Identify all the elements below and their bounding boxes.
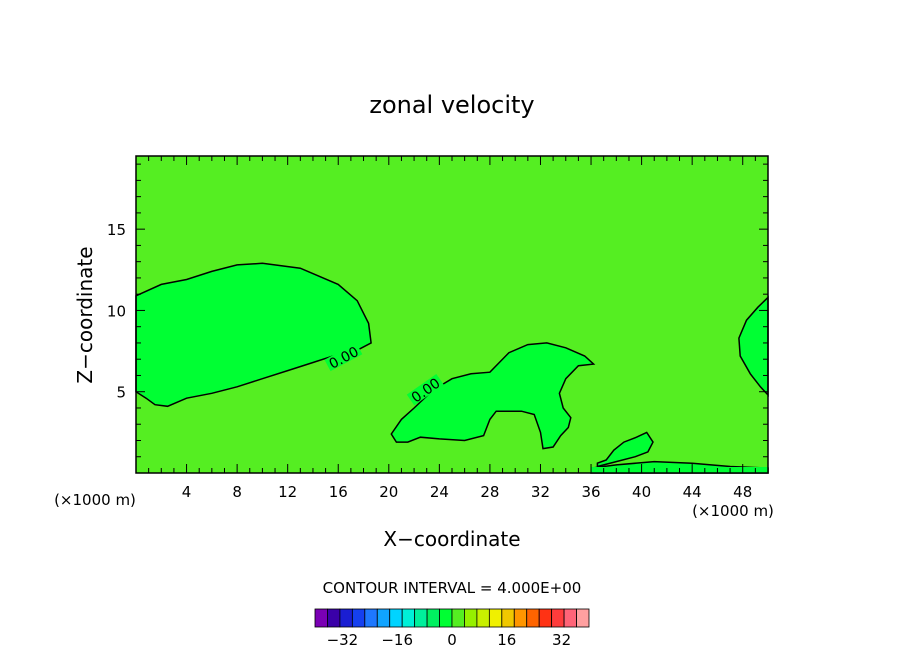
contour-label-bg-0 <box>324 342 363 372</box>
x-tick-label-4: 4 <box>182 483 192 501</box>
colorbar-swatch-12 <box>464 608 478 628</box>
x-tick-label-48: 48 <box>733 483 752 501</box>
colorbar-swatch-6 <box>389 608 403 628</box>
x-tick-label-40: 40 <box>632 483 651 501</box>
colorbar-tick-label-4: 32 <box>552 631 571 649</box>
colorbar-swatch-11 <box>451 608 465 628</box>
colorbar-swatch-4 <box>364 608 378 628</box>
x-tick-label-20: 20 <box>379 483 398 501</box>
y-axis-label: Z−coordinate <box>73 246 97 383</box>
zero-region-middle <box>390 342 596 450</box>
x-tick-label-16: 16 <box>329 483 348 501</box>
plot-area: 0.000.00 <box>135 156 769 474</box>
x-tick-label-24: 24 <box>430 483 449 501</box>
colorbar: −32 −16 0 16 32 <box>314 608 590 649</box>
x-axis-unit-right: (×1000 m) <box>692 502 774 520</box>
x-axis-label: X−coordinate <box>383 527 520 551</box>
y-tick-label-5: 5 <box>116 384 126 402</box>
colorbar-swatch-2 <box>339 608 353 628</box>
colorbar-swatch-15 <box>501 608 515 628</box>
y-tick-label-15: 15 <box>107 221 126 239</box>
colorbar-label: CONTOUR INTERVAL = 4.000E+00 <box>323 579 582 597</box>
colorbar-swatch-3 <box>351 608 366 628</box>
colorbar-swatch-18 <box>538 608 553 628</box>
colorbar-swatch-21 <box>576 608 590 628</box>
x-tick-label-8: 8 <box>232 483 242 501</box>
zero-region-right-lower <box>596 431 654 468</box>
x-tick-label-36: 36 <box>581 483 600 501</box>
colorbar-swatch-16 <box>513 608 528 628</box>
x-tick-label-32: 32 <box>531 483 550 501</box>
colorbar-tick-label-0: −32 <box>327 631 359 649</box>
colorbar-swatch-13 <box>476 608 490 628</box>
colorbar-swatch-10 <box>439 608 453 628</box>
colorbar-swatch-1 <box>327 608 341 628</box>
colorbar-swatch-19 <box>551 608 565 628</box>
colorbar-swatch-9 <box>426 608 440 628</box>
chart-title: zonal velocity <box>369 91 534 119</box>
x-axis-unit-left: (×1000 m) <box>54 491 136 509</box>
colorbar-tick-label-2: 0 <box>447 631 457 649</box>
colorbar-swatch-17 <box>526 608 540 628</box>
y-tick-label-10: 10 <box>107 302 126 320</box>
x-tick-label-28: 28 <box>480 483 499 501</box>
colorbar-swatch-5 <box>376 608 391 628</box>
colorbar-swatch-0 <box>314 608 328 628</box>
zero-region-right-upper <box>738 295 769 397</box>
x-tick-label-44: 44 <box>683 483 702 501</box>
colorbar-swatch-14 <box>488 608 503 628</box>
colorbar-tick-label-3: 16 <box>497 631 516 649</box>
colorbar-swatch-20 <box>563 608 577 628</box>
colorbar-tick-label-1: −16 <box>381 631 413 649</box>
contour-label-bg-1 <box>406 374 444 406</box>
x-tick-label-12: 12 <box>278 483 297 501</box>
colorbar-swatch-8 <box>414 608 428 628</box>
colorbar-swatch-7 <box>401 608 416 628</box>
